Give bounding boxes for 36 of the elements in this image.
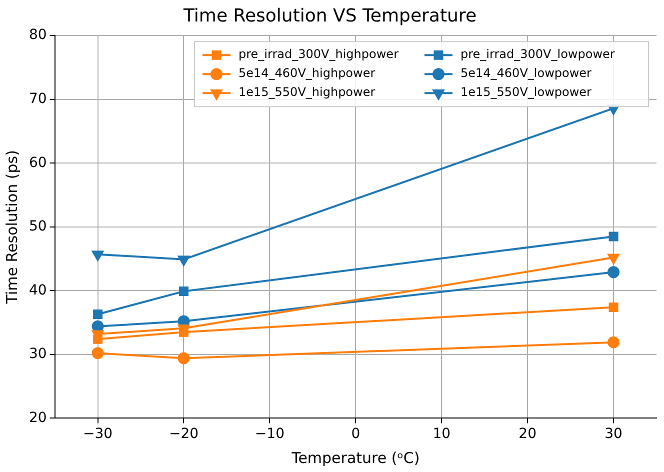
point [92, 347, 104, 360]
point [92, 250, 104, 262]
point [608, 266, 620, 278]
x-tick-label: 10 [432, 426, 451, 442]
x-tick-label: −10 [254, 426, 284, 442]
y-tick-label: 30 [28, 346, 47, 362]
x-tick-label: 0 [351, 426, 360, 442]
y-tick-label: 40 [28, 282, 47, 298]
x-tick-label: 20 [518, 426, 536, 442]
x-tick-label: −30 [83, 426, 113, 442]
x-tick-label: −20 [168, 426, 199, 442]
y-tick-label: 70 [28, 91, 47, 108]
point [178, 352, 190, 364]
x-axis-title: Temperature (ᵒC) [290, 448, 420, 467]
x-tick-label: 30 [604, 426, 622, 442]
y-tick-label: 60 [28, 154, 47, 171]
point [608, 336, 620, 348]
legend-label: 5e14_460V_lowpower [460, 66, 592, 80]
legend-label: pre_irrad_300V_lowpower [460, 47, 615, 62]
y-tick-label: 80 [28, 27, 47, 44]
point [179, 286, 188, 296]
point [608, 232, 618, 242]
point [93, 334, 103, 344]
point [608, 302, 618, 312]
legend-label: pre_irrad_300V_highpower [238, 47, 399, 62]
point [607, 254, 620, 265]
legend-label: 5e14_460V_highpower [238, 66, 376, 80]
y-tick-label: 50 [28, 218, 47, 235]
chart-title: Time Resolution VS Temperature [182, 5, 477, 26]
legend-label: 1e15_550V_lowpower [460, 85, 592, 100]
point [178, 256, 190, 266]
point [179, 327, 188, 337]
point [93, 310, 103, 320]
y-tick-label: 20 [28, 410, 47, 426]
y-axis-title: Time Resolution (ps) [2, 150, 21, 305]
legend-label: 1e15_550V_highpower [238, 85, 376, 100]
